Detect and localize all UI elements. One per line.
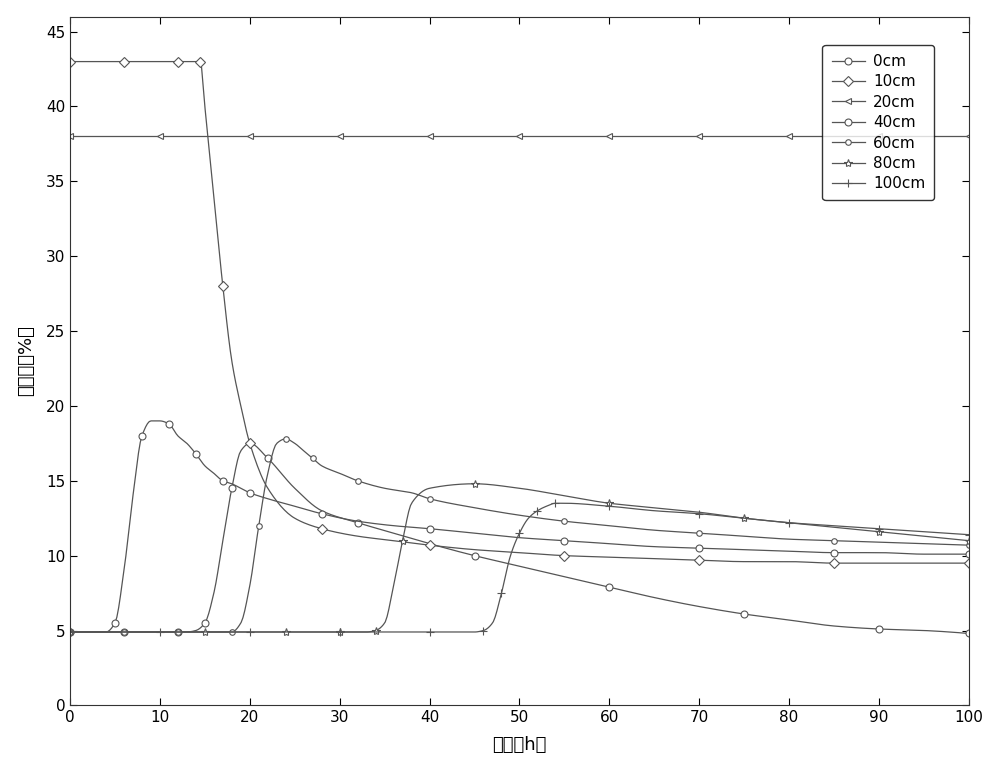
20cm xyxy=(963,132,975,141)
80cm xyxy=(943,534,955,544)
10cm xyxy=(599,552,611,561)
40cm xyxy=(64,628,76,637)
80cm xyxy=(803,520,815,529)
0cm xyxy=(64,628,76,637)
40cm xyxy=(552,536,564,545)
10cm xyxy=(496,547,508,556)
10cm xyxy=(550,550,562,560)
Line: 10cm: 10cm xyxy=(70,62,969,563)
60cm xyxy=(493,507,505,517)
10cm xyxy=(801,557,813,567)
80cm xyxy=(64,628,76,637)
100cm xyxy=(943,529,955,538)
80cm xyxy=(468,479,480,488)
X-axis label: 时间（h）: 时间（h） xyxy=(492,736,547,754)
10cm xyxy=(830,558,842,567)
20cm xyxy=(550,132,562,141)
0cm xyxy=(493,557,505,566)
40cm xyxy=(943,550,955,559)
100cm xyxy=(491,606,503,615)
20cm xyxy=(801,132,813,141)
10cm xyxy=(963,558,975,567)
100cm xyxy=(601,501,613,510)
100cm xyxy=(552,499,564,508)
20cm xyxy=(64,132,76,141)
80cm xyxy=(963,536,975,545)
60cm xyxy=(280,434,292,443)
40cm xyxy=(601,539,613,548)
0cm xyxy=(601,582,613,591)
60cm xyxy=(601,521,613,530)
60cm xyxy=(963,540,975,550)
60cm xyxy=(803,535,815,544)
20cm xyxy=(599,132,611,141)
10cm xyxy=(64,57,76,66)
10cm xyxy=(491,547,503,556)
Line: 0cm: 0cm xyxy=(70,443,969,634)
Legend: 0cm, 10cm, 20cm, 40cm, 60cm, 80cm, 100cm: 0cm, 10cm, 20cm, 40cm, 60cm, 80cm, 100cm xyxy=(822,45,934,200)
0cm xyxy=(244,439,256,448)
60cm xyxy=(943,540,955,549)
40cm xyxy=(803,547,815,557)
40cm xyxy=(498,532,510,541)
20cm xyxy=(941,132,953,141)
Line: 60cm: 60cm xyxy=(70,439,969,632)
80cm xyxy=(552,490,564,500)
60cm xyxy=(498,508,510,517)
60cm xyxy=(64,628,76,637)
100cm xyxy=(550,499,562,508)
60cm xyxy=(552,516,564,525)
Line: 40cm: 40cm xyxy=(70,421,969,632)
80cm xyxy=(601,498,613,507)
Line: 100cm: 100cm xyxy=(70,503,969,632)
10cm xyxy=(943,558,955,567)
0cm xyxy=(963,629,975,638)
100cm xyxy=(803,520,815,529)
0cm xyxy=(943,628,955,637)
0cm xyxy=(803,618,815,628)
80cm xyxy=(498,482,510,491)
100cm xyxy=(64,628,76,637)
40cm xyxy=(145,416,157,426)
20cm xyxy=(491,132,503,141)
Y-axis label: 含水率（%）: 含水率（%） xyxy=(17,325,35,396)
40cm xyxy=(493,531,505,540)
0cm xyxy=(552,571,564,580)
100cm xyxy=(496,585,508,594)
Line: 80cm: 80cm xyxy=(70,483,969,632)
100cm xyxy=(963,530,975,539)
80cm xyxy=(493,481,505,490)
40cm xyxy=(963,550,975,559)
0cm xyxy=(498,558,510,567)
20cm xyxy=(496,132,508,141)
